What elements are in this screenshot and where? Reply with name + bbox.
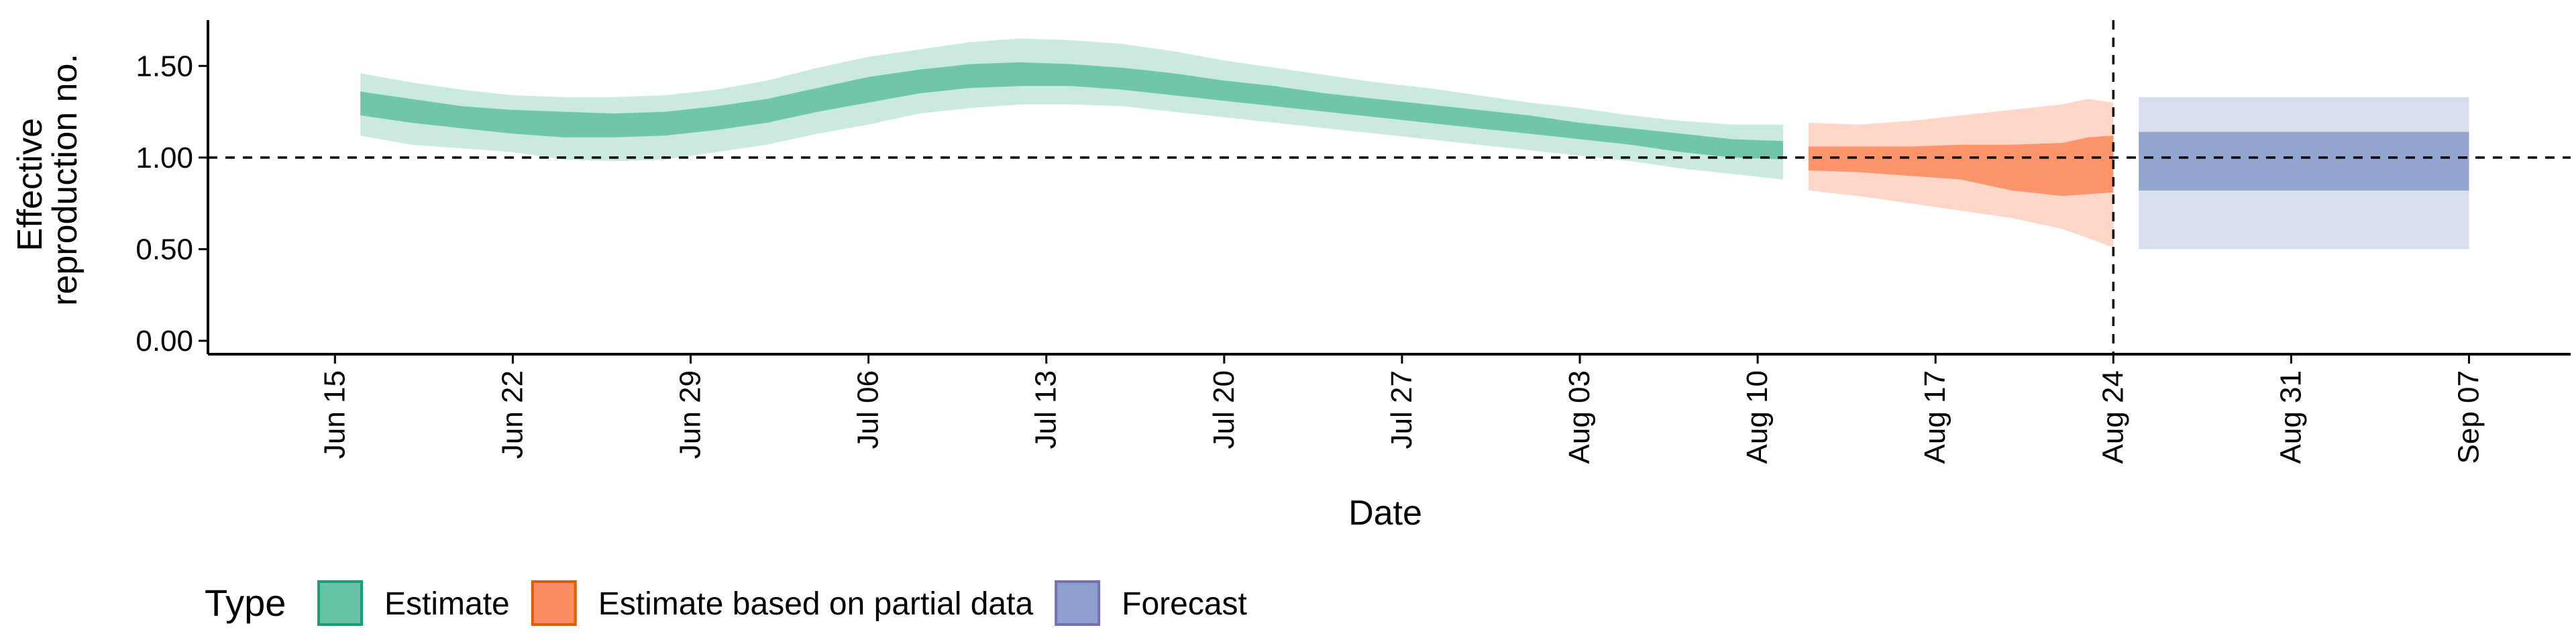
x-tick-label: Aug 03: [1563, 370, 1596, 464]
x-tick-label: Jun 22: [496, 370, 529, 459]
y-tick-label: 1.00: [136, 142, 193, 174]
x-axis-title: Date: [1348, 494, 1422, 533]
y-axis-title-line-2: reproduction no.: [46, 54, 85, 306]
estimate-band-90: [360, 38, 1784, 180]
y-tick-label: 0.00: [136, 325, 193, 358]
legend-label-forecast: Forecast: [1122, 586, 1247, 622]
axes: 0.00 0.50 1.00 1.50 Jun 15 Jun 22 Jun 29 Jul 06…: [136, 20, 2571, 464]
estimate-based-on-partial-data-band-50: [1808, 136, 2114, 197]
legend: Type Estimate Estimate based on partial d…: [205, 580, 1247, 626]
legend-swatch-estimate: [317, 580, 363, 626]
forecast-band-50: [2139, 131, 2469, 191]
confidence-bands: [360, 38, 2469, 250]
x-tick-label: Jul 06: [852, 370, 885, 449]
legend-title: Type: [205, 582, 286, 624]
y-tick-label: 0.50: [136, 233, 193, 266]
x-tick-label: Jun 29: [674, 370, 707, 459]
y-tick-label: 1.50: [136, 50, 193, 83]
y-axis-title: Effective reproduction no.: [11, 54, 85, 306]
x-tick-label: Aug 10: [1741, 370, 1774, 464]
y-axis-title-line-1: Effective: [11, 118, 50, 251]
x-tick-label: Jun 15: [318, 370, 351, 459]
x-tick-label: Jul 20: [1208, 370, 1240, 449]
x-tick-label: Jul 13: [1030, 370, 1063, 449]
x-tick-label: Aug 31: [2274, 370, 2307, 464]
legend-swatch-estimate-based-on-partial-data: [531, 580, 577, 626]
x-tick-label: Aug 17: [1919, 370, 1951, 464]
legend-swatch-forecast: [1055, 580, 1101, 626]
estimate-band-50: [360, 62, 1784, 160]
legend-label-estimate: Estimate: [384, 586, 510, 622]
legend-label-estimate-based-on-partial-data: Estimate based on partial data: [598, 586, 1034, 622]
x-tick-label: Aug 24: [2096, 370, 2129, 464]
x-tick-label: Sep 07: [2453, 370, 2485, 464]
x-tick-label: Jul 27: [1385, 370, 1418, 449]
reference-lines: [208, 20, 2571, 354]
